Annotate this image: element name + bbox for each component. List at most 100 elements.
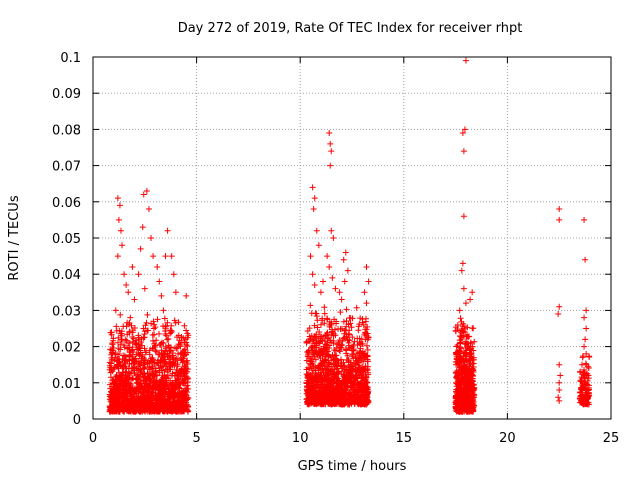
data-point bbox=[326, 323, 333, 330]
data-point bbox=[175, 376, 182, 383]
data-point bbox=[180, 355, 187, 362]
data-point bbox=[353, 372, 360, 379]
data-point bbox=[318, 349, 325, 356]
data-point bbox=[129, 263, 136, 270]
data-point bbox=[164, 227, 171, 234]
data-point bbox=[583, 387, 590, 394]
data-point bbox=[344, 267, 351, 274]
data-point bbox=[328, 363, 335, 370]
data-point bbox=[159, 379, 166, 386]
data-point bbox=[162, 343, 169, 350]
data-point bbox=[556, 216, 563, 223]
data-point bbox=[143, 319, 150, 326]
data-point bbox=[130, 408, 137, 415]
data-point bbox=[315, 242, 322, 249]
data-point bbox=[158, 292, 165, 299]
data-point bbox=[326, 342, 333, 349]
data-point bbox=[315, 365, 322, 372]
data-point bbox=[309, 337, 316, 344]
data-point bbox=[452, 394, 459, 401]
data-point bbox=[154, 359, 161, 366]
data-point bbox=[324, 367, 331, 374]
data-point bbox=[169, 381, 176, 388]
data-point bbox=[315, 364, 322, 371]
data-point bbox=[166, 352, 173, 359]
data-point bbox=[319, 366, 326, 373]
data-point bbox=[117, 311, 124, 318]
data-point bbox=[175, 350, 182, 357]
data-point bbox=[356, 371, 363, 378]
data-point bbox=[343, 318, 350, 325]
data-point bbox=[303, 366, 310, 373]
data-point bbox=[364, 363, 371, 370]
data-point bbox=[177, 408, 184, 415]
data-point bbox=[109, 377, 116, 384]
y-tick-label: 0 bbox=[73, 413, 81, 428]
data-point bbox=[159, 323, 166, 330]
data-point bbox=[343, 356, 350, 363]
data-point bbox=[129, 338, 136, 345]
data-point bbox=[325, 381, 332, 388]
data-point bbox=[340, 399, 347, 406]
data-point bbox=[356, 335, 363, 342]
data-point bbox=[329, 274, 336, 281]
data-point bbox=[311, 399, 318, 406]
data-point bbox=[344, 336, 351, 343]
data-point bbox=[454, 407, 461, 414]
data-point bbox=[151, 406, 158, 413]
data-point bbox=[306, 400, 313, 407]
data-point bbox=[325, 359, 332, 366]
y-tick-label: 0.05 bbox=[52, 232, 81, 247]
data-point bbox=[457, 332, 464, 339]
data-point bbox=[581, 314, 588, 321]
data-point bbox=[327, 162, 334, 169]
data-point bbox=[464, 386, 471, 393]
data-point bbox=[347, 398, 354, 405]
data-point bbox=[109, 396, 116, 403]
chart-title: Day 272 of 2019, Rate Of TEC Index for r… bbox=[178, 21, 523, 36]
data-point bbox=[139, 377, 146, 384]
data-point bbox=[125, 402, 132, 409]
data-point bbox=[328, 320, 335, 327]
x-tick-label: 5 bbox=[192, 431, 200, 446]
data-point bbox=[360, 353, 367, 360]
data-point bbox=[119, 338, 126, 345]
data-point bbox=[581, 397, 588, 404]
data-point bbox=[152, 342, 159, 349]
data-point bbox=[348, 379, 355, 386]
data-point bbox=[126, 374, 133, 381]
data-point bbox=[130, 401, 137, 408]
data-point bbox=[120, 401, 127, 408]
data-point bbox=[338, 368, 345, 375]
data-point bbox=[363, 300, 370, 307]
data-point bbox=[156, 330, 163, 337]
data-point bbox=[120, 369, 127, 376]
data-point bbox=[465, 368, 472, 375]
data-point bbox=[304, 383, 311, 390]
data-point bbox=[156, 386, 163, 393]
data-point bbox=[135, 271, 142, 278]
data-point bbox=[181, 322, 188, 329]
data-point bbox=[126, 328, 133, 335]
data-point bbox=[348, 324, 355, 331]
data-point bbox=[304, 372, 311, 379]
data-point bbox=[174, 344, 181, 351]
data-point bbox=[121, 271, 128, 278]
data-point bbox=[458, 368, 465, 375]
data-point bbox=[115, 216, 122, 223]
x-axis-label: GPS time / hours bbox=[298, 459, 407, 474]
data-point bbox=[135, 341, 142, 348]
data-point bbox=[330, 370, 337, 377]
data-point bbox=[583, 371, 590, 378]
data-point bbox=[336, 387, 343, 394]
data-point bbox=[460, 285, 467, 292]
data-point bbox=[152, 347, 159, 354]
data-point bbox=[318, 391, 325, 398]
data-point bbox=[312, 385, 319, 392]
data-point bbox=[110, 344, 117, 351]
data-point bbox=[121, 377, 128, 384]
data-point bbox=[113, 357, 120, 364]
data-point bbox=[183, 339, 190, 346]
data-point bbox=[471, 338, 478, 345]
data-point bbox=[114, 195, 121, 202]
